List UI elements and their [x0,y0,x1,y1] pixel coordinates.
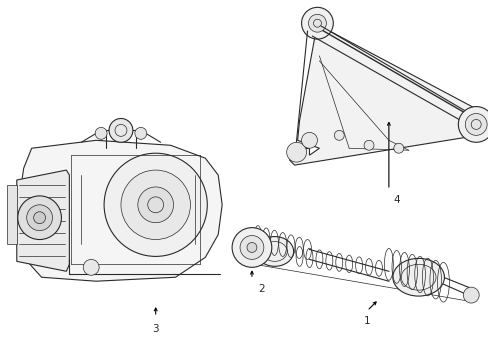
Ellipse shape [393,258,444,296]
Circle shape [135,127,147,139]
Circle shape [458,107,490,142]
Polygon shape [7,185,17,244]
Circle shape [334,130,344,140]
Circle shape [104,153,207,256]
Circle shape [26,205,52,231]
Circle shape [121,170,191,239]
Circle shape [464,287,479,303]
Text: 3: 3 [152,324,159,334]
Circle shape [364,140,374,150]
Circle shape [287,142,307,162]
Circle shape [466,113,487,135]
Circle shape [34,212,46,224]
Polygon shape [17,170,70,271]
Circle shape [394,143,404,153]
Circle shape [95,127,107,139]
Circle shape [301,132,318,148]
Text: 2: 2 [259,284,265,294]
Circle shape [247,243,257,252]
Text: 1: 1 [364,316,370,326]
Circle shape [301,7,333,39]
Text: 4: 4 [393,195,400,205]
Circle shape [18,196,61,239]
Circle shape [138,187,173,223]
Circle shape [83,260,99,275]
Polygon shape [290,27,483,165]
Circle shape [232,228,272,267]
Circle shape [240,235,264,260]
Ellipse shape [256,237,294,266]
Circle shape [309,14,326,32]
Polygon shape [20,140,222,281]
Circle shape [109,118,133,142]
